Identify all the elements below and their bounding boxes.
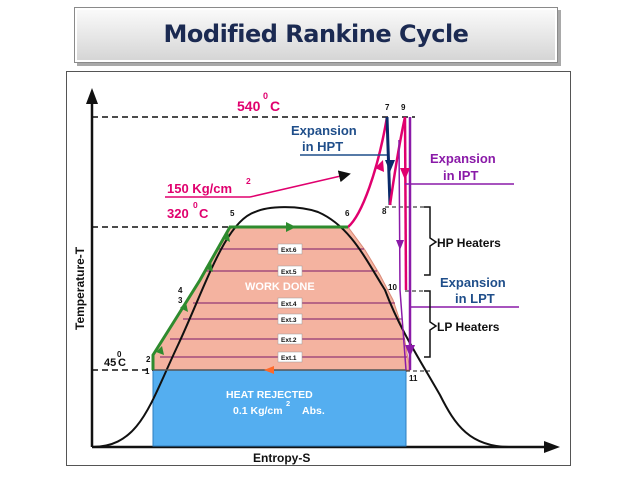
heat-rejected-sup: 2 xyxy=(286,399,290,408)
point-5: 5 xyxy=(230,209,235,218)
hp-heaters-bracket xyxy=(424,206,438,276)
x-axis-label: Entropy-S xyxy=(253,451,310,465)
temp-540-unit: C xyxy=(270,98,280,114)
temp-45-label: 45 xyxy=(104,357,116,369)
point-1: 1 xyxy=(145,367,150,376)
work-done-label: WORK DONE xyxy=(245,281,315,293)
heat-rejected-suffix: Abs. xyxy=(302,405,325,417)
point-10: 10 xyxy=(388,283,397,292)
superheat-line xyxy=(347,116,389,228)
expansion-hpt-line1: Expansion xyxy=(291,123,357,138)
pressure-150-pointer xyxy=(249,170,351,198)
extraction-label-boxes xyxy=(277,243,303,363)
heat-rejected-label: HEAT REJECTED xyxy=(226,389,313,401)
ext-3-label: Ext.3 xyxy=(281,317,297,324)
ext-2-label: Ext.2 xyxy=(281,337,297,344)
saturation-dome xyxy=(91,206,511,448)
point-6: 6 xyxy=(345,209,350,218)
y-axis-arrow xyxy=(86,88,98,104)
point-9: 9 xyxy=(401,103,406,112)
ext-1-label: Ext.1 xyxy=(281,355,297,362)
reheat-line xyxy=(388,116,407,206)
condensation-arrow xyxy=(264,366,274,374)
ext-6-label: Ext.6 xyxy=(281,247,297,254)
point-4: 4 xyxy=(178,286,183,295)
ext-4-label: Ext.4 xyxy=(281,301,297,308)
expansion-ipt-line1: Expansion xyxy=(430,151,496,166)
pressure-150-sup: 2 xyxy=(246,176,251,186)
ext-5-label: Ext.5 xyxy=(281,269,297,276)
heat-rejected-pressure: 0.1 Kg/cm xyxy=(233,405,283,417)
expansion-lpt-line1: Expansion xyxy=(440,275,506,290)
ipt-expansion-line xyxy=(403,116,408,291)
point-2: 2 xyxy=(146,355,151,364)
temp-320-label: 320 xyxy=(167,206,189,221)
point-3: 3 xyxy=(178,296,183,305)
temp-540-sup: 0 xyxy=(263,91,268,101)
ipt-inner-line xyxy=(398,139,407,371)
lp-heaters-label: LP Heaters xyxy=(437,320,500,334)
expansion-lpt-line2: in LPT xyxy=(455,291,495,306)
expansion-hpt-line2: in HPT xyxy=(302,139,343,154)
hp-heaters-label: HP Heaters xyxy=(437,236,501,250)
point-7: 7 xyxy=(385,103,390,112)
point-11: 11 xyxy=(409,374,418,383)
temp-540-label: 540 xyxy=(237,98,261,114)
feed-arrows xyxy=(156,222,296,355)
temp-320-unit: C xyxy=(199,206,209,221)
lp-heaters-bracket xyxy=(424,290,438,358)
superheat-arrow xyxy=(375,160,384,172)
hpt-arrow xyxy=(385,160,395,172)
temp-45-sup: 0 xyxy=(117,350,122,359)
expansion-ipt-line2: in IPT xyxy=(443,168,478,183)
title-banner: Modified Rankine Cycle xyxy=(74,7,558,63)
temp-320-sup: 0 xyxy=(193,200,198,210)
temp-45-unit: C xyxy=(118,357,126,369)
pressure-150-label: 150 Kg/cm xyxy=(167,181,232,196)
point-8: 8 xyxy=(382,207,387,216)
x-axis-arrow xyxy=(544,441,560,453)
y-axis-label: Temperature-T xyxy=(73,246,87,330)
slide-title: Modified Rankine Cycle xyxy=(163,20,469,48)
expansion-arrows xyxy=(396,168,415,357)
